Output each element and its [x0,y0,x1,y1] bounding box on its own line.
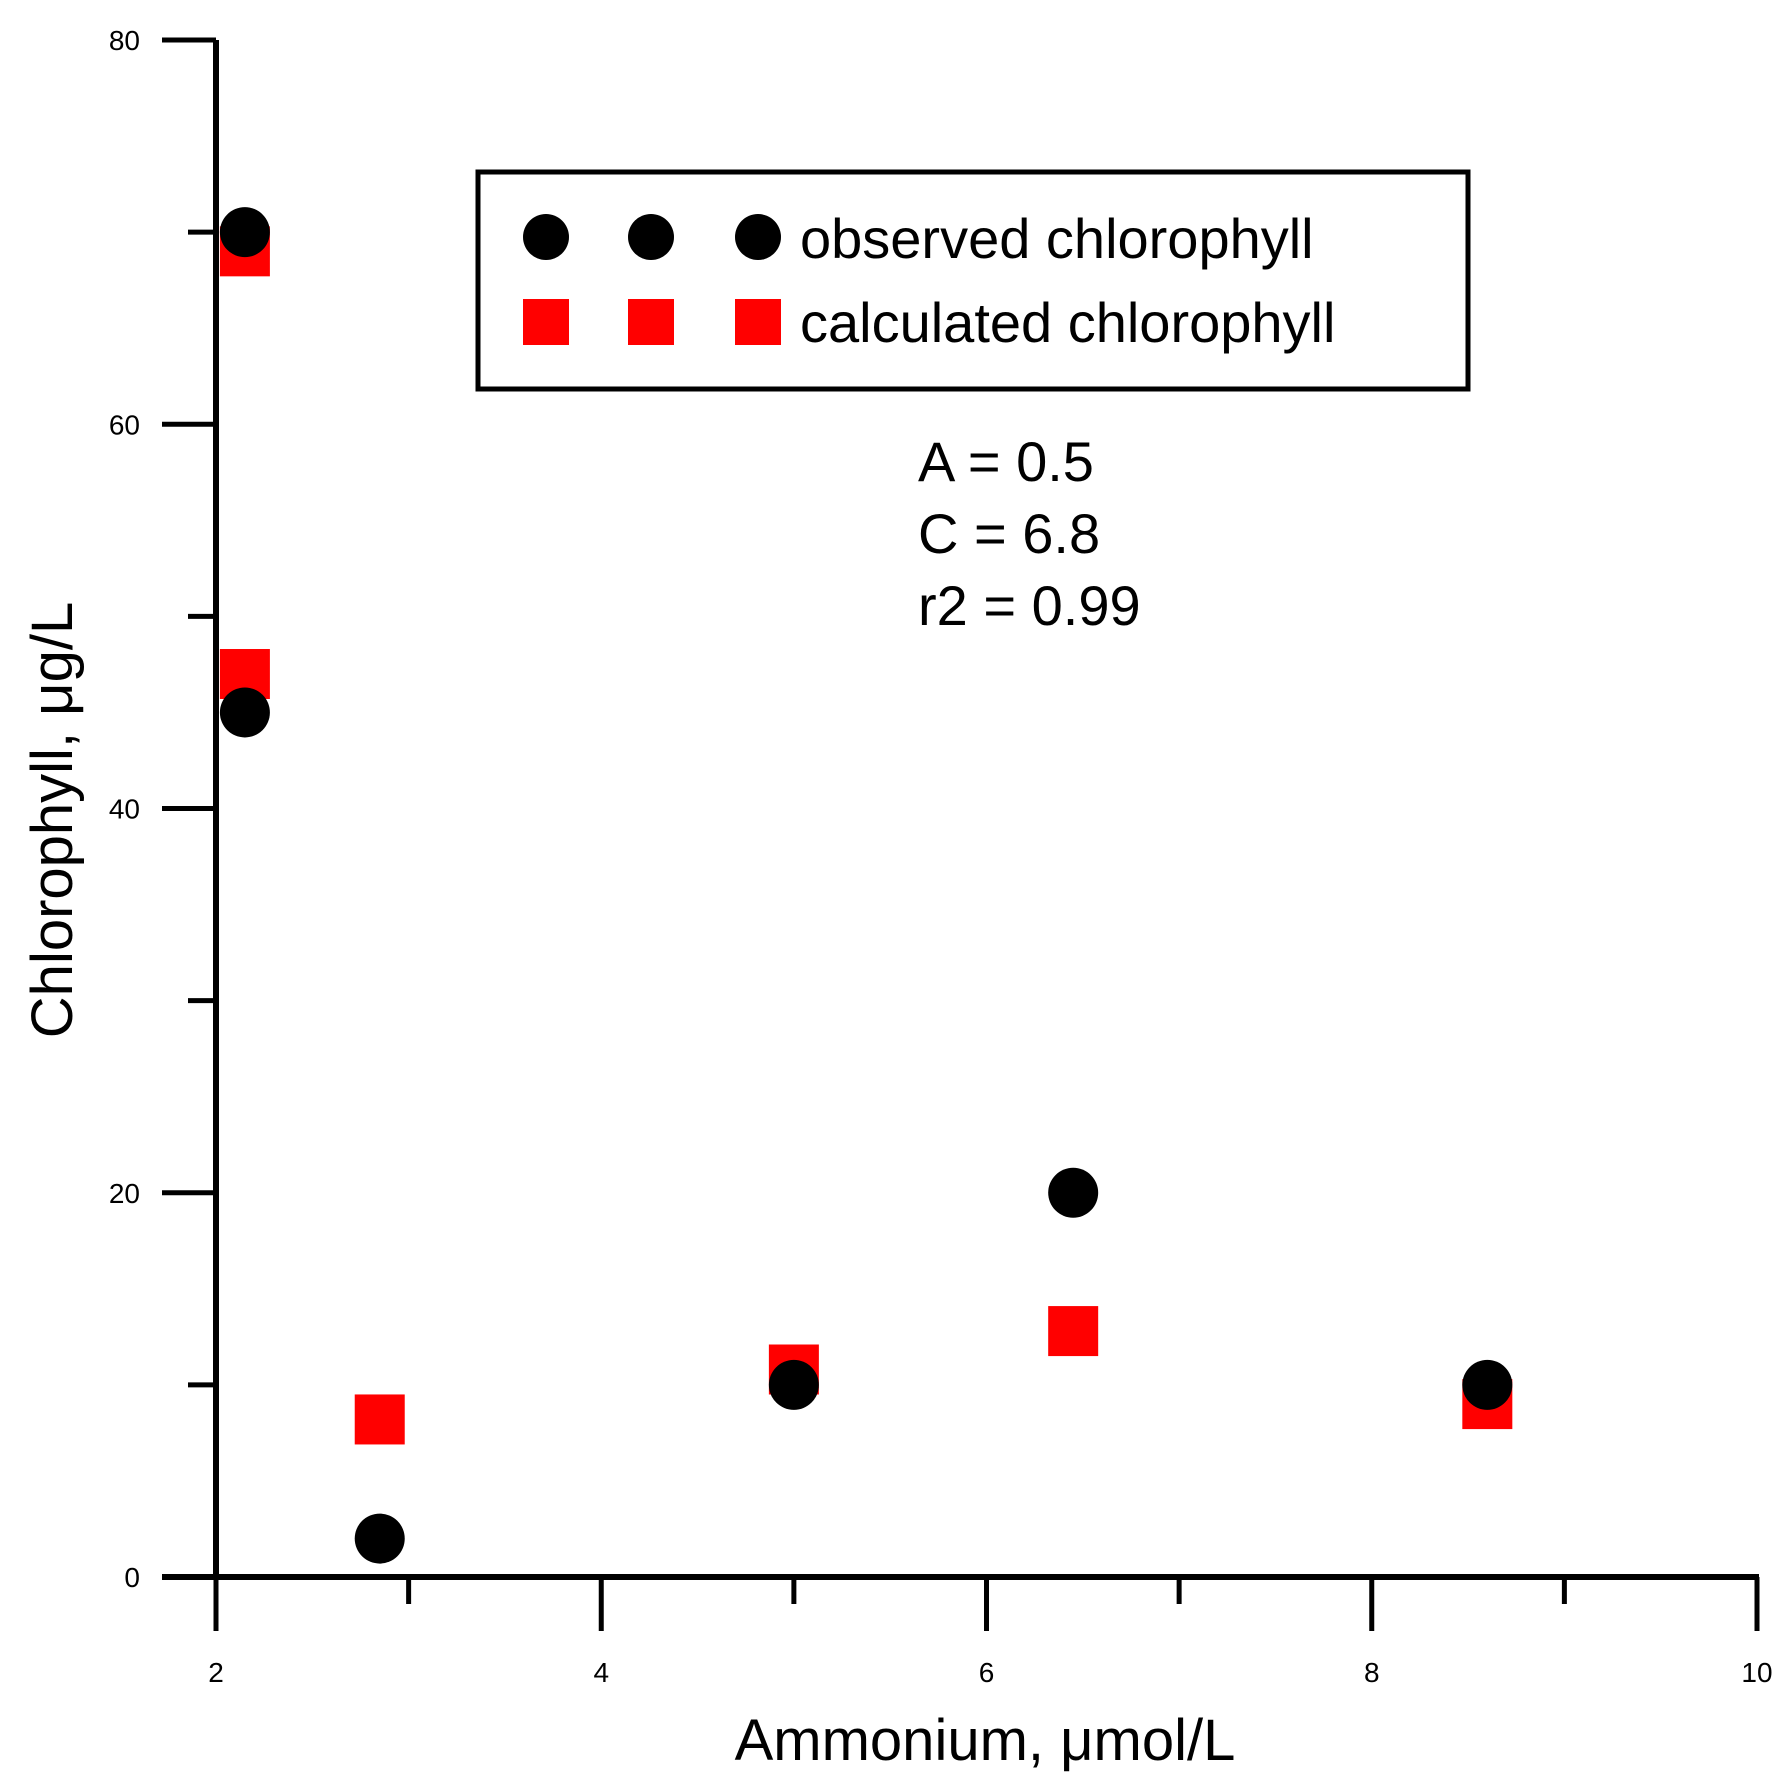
observed-point [219,207,270,258]
y-tick-label: 40 [109,794,140,825]
y-axis-title: Chlorophyll, μg/L [20,602,85,1038]
observed-point [219,687,270,738]
x-tick-label: 8 [1364,1657,1380,1688]
legend-marker-calculated [523,299,569,345]
legend: observed chlorophyll calculated chloroph… [475,169,1471,392]
y-tick-label: 20 [109,1178,140,1209]
observed-point [1462,1359,1513,1410]
legend-marker-observed [523,214,569,260]
axes: 0 20 40 60 80 2 4 6 8 10 [109,25,1773,1688]
observed-point [354,1513,405,1564]
legend-marker-observed [628,214,674,260]
legend-label-calculated: calculated chlorophyll [800,291,1335,354]
legend-marker-observed [735,214,781,260]
x-axis-title: Ammonium, μmol/L [735,1708,1236,1773]
data-marks [219,207,1513,1564]
legend-label-observed: observed chlorophyll [800,207,1314,270]
x-tick-label: 6 [979,1657,995,1688]
observed-point [768,1359,819,1410]
y-tick-label: 0 [124,1562,140,1593]
legend-box [475,169,1471,392]
x-tick-label: 2 [208,1657,224,1688]
calculated-point [1048,1306,1099,1357]
y-tick-label: 80 [109,25,140,56]
y-tick-label: 60 [109,409,140,440]
calculated-point [354,1394,405,1445]
annotation-c: C = 6.8 [918,502,1100,565]
annotation-r2: r2 = 0.99 [918,574,1141,637]
x-tick-label: 4 [593,1657,609,1688]
observed-point [1048,1167,1099,1218]
x-tick-label: 10 [1741,1657,1772,1688]
fit-annotations: A = 0.5 C = 6.8 r2 = 0.99 [918,430,1141,637]
legend-marker-calculated [628,299,674,345]
annotation-a: A = 0.5 [918,430,1094,493]
legend-marker-calculated [735,299,781,345]
legend-markers [523,214,781,345]
